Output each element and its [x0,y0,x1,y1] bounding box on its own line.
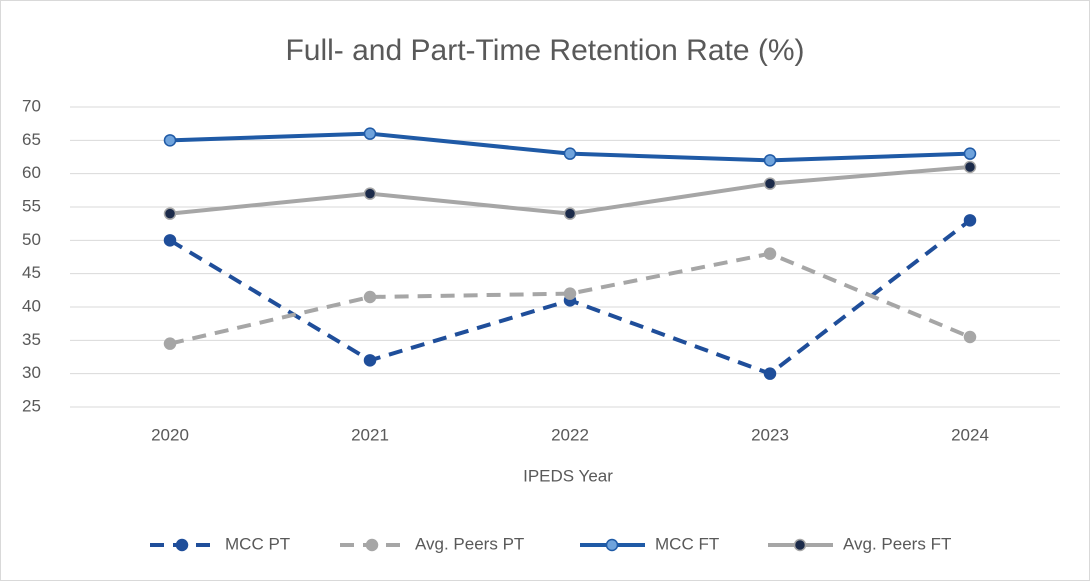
marker [163,337,177,350]
legend-label: MCC FT [655,534,719,553]
marker [763,154,777,167]
legend-marker [605,538,619,552]
y-tick-label: 40 [22,296,41,315]
legend-marker [793,538,807,552]
marker [563,287,577,300]
legend-marker [365,538,379,552]
marker [163,134,177,147]
marker [563,207,577,220]
x-tick-label: 2020 [151,425,189,444]
marker [963,330,977,344]
marker [163,234,177,247]
x-tick-label: 2021 [351,425,389,444]
legend-label: Avg. Peers PT [415,534,524,553]
legend-marker [175,538,189,552]
marker [363,290,377,304]
y-tick-label: 30 [22,363,41,382]
x-axis-label: IPEDS Year [523,466,613,485]
marker [363,354,377,367]
marker [763,367,777,380]
marker [363,187,377,200]
y-tick-label: 60 [22,163,41,182]
marker [963,147,977,160]
y-tick-label: 45 [22,263,41,282]
marker [963,214,977,227]
y-tick-label: 35 [22,330,41,349]
chart-title: Full- and Part-Time Retention Rate (%) [285,34,804,67]
legend-label: MCC PT [225,534,290,553]
marker [363,127,377,140]
marker [563,147,577,160]
marker [763,177,777,190]
x-tick-label: 2022 [551,425,589,444]
x-tick-label: 2023 [751,425,789,444]
y-tick-label: 50 [22,230,41,249]
y-tick-label: 25 [22,396,41,415]
y-tick-label: 65 [22,130,41,149]
y-tick-label: 70 [22,96,41,115]
marker [763,247,777,260]
x-tick-label: 2024 [951,425,989,444]
legend-label: Avg. Peers FT [843,534,951,553]
marker [163,207,177,220]
y-tick-label: 55 [22,196,41,215]
marker [963,160,977,174]
